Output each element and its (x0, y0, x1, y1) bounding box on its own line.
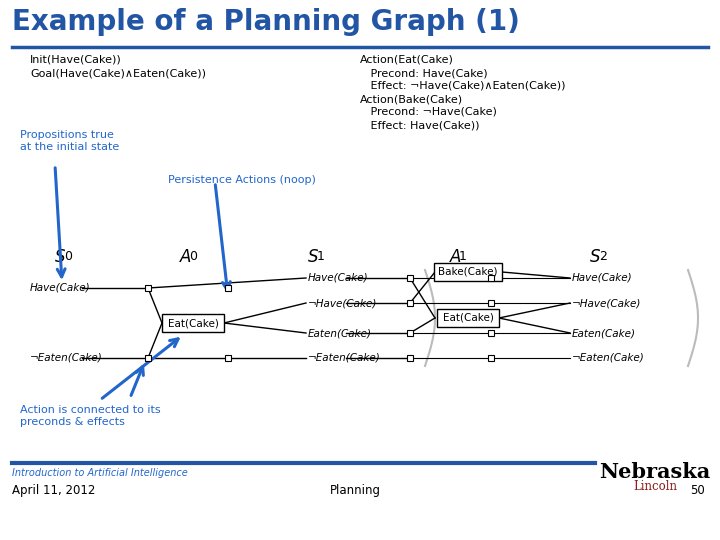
Text: S: S (308, 248, 318, 266)
Text: Effect: Have(Cake)): Effect: Have(Cake)) (360, 120, 480, 130)
FancyBboxPatch shape (434, 263, 502, 281)
Bar (488, 330, 494, 336)
Text: Have(Cake): Have(Cake) (30, 283, 91, 293)
Text: Have(Cake): Have(Cake) (572, 273, 633, 283)
Text: Eat(Cake): Eat(Cake) (168, 318, 218, 328)
Bar (407, 330, 413, 336)
Text: Action(Bake(Cake): Action(Bake(Cake) (360, 94, 463, 104)
Text: Precond: Have(Cake): Precond: Have(Cake) (360, 68, 487, 78)
Text: 0: 0 (64, 250, 72, 263)
Text: Introduction to Artificial Intelligence: Introduction to Artificial Intelligence (12, 468, 188, 478)
Bar (145, 355, 151, 361)
Text: 0: 0 (189, 250, 197, 263)
Text: ¬Eaten(Cake): ¬Eaten(Cake) (30, 353, 103, 363)
Text: 1: 1 (459, 250, 467, 263)
Bar (407, 300, 413, 306)
Text: Eat(Cake): Eat(Cake) (443, 313, 493, 323)
Text: 1: 1 (317, 250, 325, 263)
Text: A: A (450, 248, 462, 266)
Text: Goal(Have(Cake)∧Eaten(Cake)): Goal(Have(Cake)∧Eaten(Cake)) (30, 68, 206, 78)
Bar (225, 285, 231, 291)
Bar (488, 355, 494, 361)
Text: Lincoln: Lincoln (633, 480, 677, 493)
Bar (407, 355, 413, 361)
Text: ¬Eaten(Cake): ¬Eaten(Cake) (308, 353, 381, 363)
Text: ¬Have(Cake): ¬Have(Cake) (572, 298, 642, 308)
Bar (145, 285, 151, 291)
Text: A: A (180, 248, 192, 266)
Text: Propositions true
at the initial state: Propositions true at the initial state (20, 130, 120, 152)
FancyBboxPatch shape (437, 309, 499, 327)
Text: S: S (55, 248, 66, 266)
Text: Action(Eat(Cake): Action(Eat(Cake) (360, 55, 454, 65)
Bar (225, 355, 231, 361)
Text: Persistence Actions (noop): Persistence Actions (noop) (168, 175, 316, 185)
Text: Example of a Planning Graph (1): Example of a Planning Graph (1) (12, 8, 520, 36)
Bar (407, 275, 413, 281)
Text: Init(Have(Cake)): Init(Have(Cake)) (30, 55, 122, 65)
Text: S: S (590, 248, 600, 266)
Bar (488, 275, 494, 281)
FancyBboxPatch shape (162, 314, 224, 332)
Text: Eaten(Cake): Eaten(Cake) (572, 328, 636, 338)
Text: Nebraska: Nebraska (599, 462, 711, 482)
Text: 2: 2 (599, 250, 607, 263)
Text: ¬Eaten(Cake): ¬Eaten(Cake) (572, 353, 644, 363)
Text: Planning: Planning (330, 484, 380, 497)
Bar (488, 300, 494, 306)
Text: ¬Have(Cake): ¬Have(Cake) (308, 298, 377, 308)
Text: Effect: ¬Have(Cake)∧Eaten(Cake)): Effect: ¬Have(Cake)∧Eaten(Cake)) (360, 81, 565, 91)
Text: Action is connected to its
preconds & effects: Action is connected to its preconds & ef… (20, 405, 161, 427)
Text: April 11, 2012: April 11, 2012 (12, 484, 95, 497)
Text: Bake(Cake): Bake(Cake) (438, 267, 498, 277)
Text: Have(Cake): Have(Cake) (308, 273, 369, 283)
Text: 50: 50 (690, 484, 705, 497)
Text: Precond: ¬Have(Cake): Precond: ¬Have(Cake) (360, 107, 497, 117)
Text: Eaten(Cake): Eaten(Cake) (308, 328, 372, 338)
